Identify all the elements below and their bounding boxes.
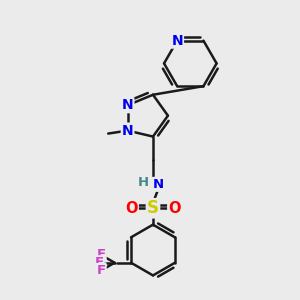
Text: N: N — [171, 34, 183, 48]
Text: N: N — [122, 124, 134, 138]
Text: O: O — [168, 201, 181, 216]
Text: H: H — [138, 176, 149, 189]
Text: S: S — [147, 199, 159, 217]
Text: N: N — [122, 98, 134, 112]
Text: F: F — [97, 248, 106, 262]
Text: O: O — [125, 201, 138, 216]
Text: N: N — [153, 178, 164, 191]
Text: F: F — [94, 256, 103, 269]
Text: F: F — [97, 264, 106, 277]
